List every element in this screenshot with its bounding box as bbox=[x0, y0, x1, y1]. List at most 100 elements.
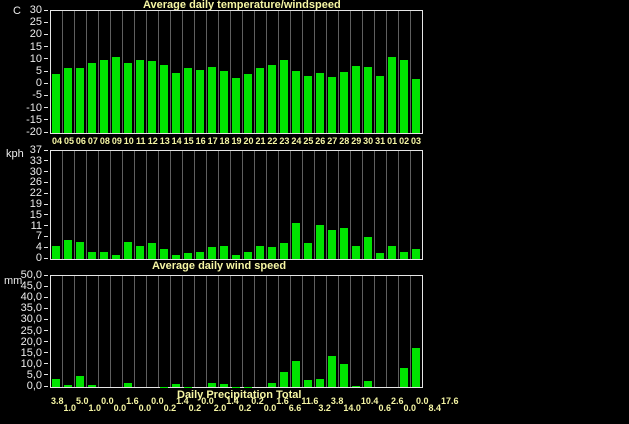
windspeed-bar bbox=[112, 254, 121, 259]
temperature-bar bbox=[268, 64, 277, 133]
day-column bbox=[255, 151, 267, 259]
temperature-bar bbox=[412, 79, 421, 133]
day-column bbox=[99, 276, 111, 387]
precip-value: 0.0 bbox=[151, 396, 164, 406]
temperature-y-tick: 0 bbox=[0, 78, 48, 89]
day-label: 01 bbox=[387, 136, 398, 146]
day-column bbox=[231, 151, 243, 259]
windspeed-bar bbox=[328, 229, 337, 259]
tick-mark bbox=[44, 203, 48, 205]
precipitation-y-tick: 10,0 bbox=[0, 358, 48, 369]
day-column bbox=[315, 276, 327, 387]
day-column bbox=[207, 151, 219, 259]
temperature-bar bbox=[256, 68, 265, 133]
tick-mark bbox=[44, 225, 48, 227]
day-column bbox=[231, 276, 243, 387]
day-column bbox=[279, 276, 291, 387]
windspeed-y-tick: 7 bbox=[0, 231, 48, 242]
day-column bbox=[51, 11, 63, 133]
day-column bbox=[159, 11, 171, 133]
day-column bbox=[183, 276, 195, 387]
windspeed-bar bbox=[124, 241, 133, 259]
precip-value: 0.2 bbox=[251, 396, 264, 406]
tick-mark bbox=[44, 107, 48, 109]
precip-value: 0.2 bbox=[188, 403, 202, 413]
tick-mark bbox=[44, 192, 48, 194]
windspeed-bar bbox=[148, 242, 157, 259]
tick-mark bbox=[44, 9, 48, 11]
temperature-chart-title: Average daily temperature/windspeed bbox=[143, 0, 341, 11]
day-label: 10 bbox=[123, 136, 134, 146]
windspeed-y-tick: 26 bbox=[0, 177, 48, 188]
tick-mark bbox=[44, 274, 48, 276]
temperature-bar bbox=[64, 68, 73, 133]
precipitation-bar bbox=[208, 382, 217, 387]
day-label: 25 bbox=[303, 136, 314, 146]
windspeed-y-tick: 0 bbox=[0, 253, 48, 264]
day-label: 26 bbox=[315, 136, 326, 146]
windspeed-bar bbox=[244, 251, 253, 259]
windspeed-y-tick: 33 bbox=[0, 155, 48, 166]
precip-value-cell: 0.2 bbox=[251, 397, 264, 415]
precip-value-cell: 0.0 bbox=[403, 404, 416, 422]
windspeed-bar bbox=[304, 242, 313, 259]
temperature-y-tick: -15 bbox=[0, 114, 48, 125]
x-axis-day-labels: 04 05 06 07 08 09 10 11 12 13 14 15 16 17 18 19 20 21 22 23… bbox=[51, 136, 422, 146]
precipitation-bar bbox=[328, 355, 337, 387]
precip-value: 0.6 bbox=[378, 403, 391, 413]
precip-value: 14.0 bbox=[343, 403, 361, 413]
day-column bbox=[171, 11, 183, 133]
tick-mark bbox=[44, 131, 48, 133]
temperature-bar bbox=[316, 73, 325, 133]
precip-value-cell: 1.4 bbox=[176, 397, 189, 415]
day-label: 11 bbox=[136, 136, 146, 146]
precip-value-cell: 0.2 bbox=[189, 404, 202, 422]
tick-mark bbox=[44, 257, 48, 259]
windspeed-y-tick: 30 bbox=[0, 166, 48, 177]
day-column bbox=[411, 11, 422, 133]
day-column bbox=[279, 11, 291, 133]
day-column bbox=[63, 276, 75, 387]
day-column bbox=[111, 151, 123, 259]
day-label: 23 bbox=[279, 136, 290, 146]
precipitation-bar bbox=[124, 383, 133, 387]
day-column bbox=[99, 151, 111, 259]
windspeed-bar bbox=[64, 240, 73, 259]
tick-mark bbox=[44, 235, 48, 237]
precip-value-cell: 0.0 bbox=[264, 404, 277, 422]
day-column bbox=[243, 276, 255, 387]
precip-value-cell: 1.6 bbox=[276, 397, 289, 415]
windspeed-bar bbox=[52, 245, 61, 259]
tick-mark bbox=[44, 171, 48, 173]
precipitation-y-tick: 45,0 bbox=[0, 281, 48, 292]
temperature-bar bbox=[184, 68, 193, 133]
precip-value: 1.4 bbox=[226, 396, 239, 406]
precipitation-value-labels: 3.8 1.0 5.0 1.0 0.0 0.0 1.6 0.0 0.0 0.2 1.4 0.2 0.0 2… bbox=[51, 396, 459, 415]
day-column bbox=[87, 151, 99, 259]
day-column bbox=[123, 276, 135, 387]
precip-value: 0.2 bbox=[163, 403, 177, 413]
precip-value-cell: 0.0 bbox=[139, 404, 152, 422]
temperature-y-tick: 5 bbox=[0, 66, 48, 77]
temperature-bar bbox=[292, 70, 301, 133]
precip-value: 1.4 bbox=[176, 396, 189, 406]
precipitation-bar bbox=[88, 384, 97, 387]
windspeed-bar bbox=[184, 253, 193, 259]
day-column bbox=[135, 11, 147, 133]
precipitation-y-tick: 25,0 bbox=[0, 325, 48, 336]
precip-value-cell: 1.0 bbox=[89, 404, 102, 422]
day-column bbox=[327, 276, 339, 387]
tick-mark bbox=[44, 363, 48, 365]
day-label: 21 bbox=[255, 136, 266, 146]
windspeed-y-tick: 22 bbox=[0, 188, 48, 199]
temperature-y-tick: 15 bbox=[0, 41, 48, 52]
precip-value-cell: 0.2 bbox=[164, 404, 177, 422]
day-column bbox=[135, 151, 147, 259]
day-column bbox=[171, 151, 183, 259]
day-column bbox=[123, 11, 135, 133]
precip-value: 1.0 bbox=[63, 403, 77, 413]
day-label: 18 bbox=[219, 136, 230, 146]
precip-value-cell: 10.4 bbox=[361, 397, 379, 415]
precip-value: 3.2 bbox=[318, 403, 331, 413]
day-label: 08 bbox=[99, 136, 110, 146]
